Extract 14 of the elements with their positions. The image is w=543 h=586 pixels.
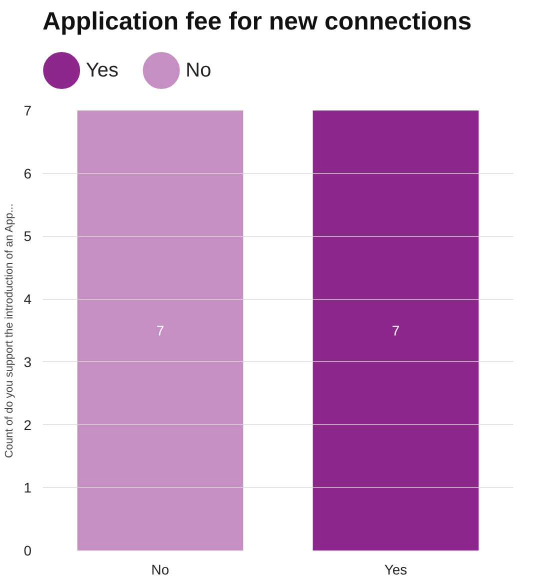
y-tick-label: 5 [24, 228, 32, 244]
legend-label: No [186, 60, 212, 82]
data-label: 7 [156, 322, 164, 338]
y-tick-label: 4 [24, 291, 32, 308]
chart-title: Application fee for new connections [42, 8, 472, 36]
y-tick-label: 7 [24, 102, 32, 118]
y-tick-label: 3 [24, 354, 32, 370]
y-tick-label: 2 [24, 416, 32, 433]
y-tick-label: 0 [24, 542, 32, 558]
y-axis-title: Count of do you support the introduction of an App... [4, 204, 16, 458]
y-tick-label: 6 [24, 165, 32, 182]
y-tick-label: 1 [24, 480, 32, 496]
legend-label: Yes [86, 60, 119, 82]
data-label: 7 [392, 322, 400, 338]
